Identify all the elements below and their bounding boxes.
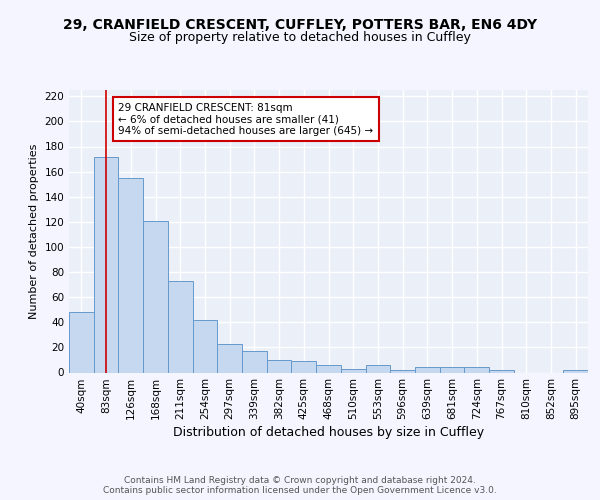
Bar: [365, 365, 390, 372]
Bar: [563, 370, 588, 372]
Text: Contains HM Land Registry data © Crown copyright and database right 2024.
Contai: Contains HM Land Registry data © Crown c…: [103, 476, 497, 495]
Text: Size of property relative to detached houses in Cuffley: Size of property relative to detached ho…: [129, 31, 471, 44]
Bar: [94, 156, 118, 372]
Bar: [193, 320, 217, 372]
Bar: [118, 178, 143, 372]
Bar: [242, 351, 267, 372]
Bar: [168, 281, 193, 372]
Bar: [217, 344, 242, 372]
Bar: [440, 368, 464, 372]
Bar: [464, 368, 489, 372]
Bar: [143, 220, 168, 372]
Bar: [390, 370, 415, 372]
Bar: [341, 368, 365, 372]
Text: 29 CRANFIELD CRESCENT: 81sqm
← 6% of detached houses are smaller (41)
94% of sem: 29 CRANFIELD CRESCENT: 81sqm ← 6% of det…: [118, 102, 374, 136]
Bar: [267, 360, 292, 372]
Text: 29, CRANFIELD CRESCENT, CUFFLEY, POTTERS BAR, EN6 4DY: 29, CRANFIELD CRESCENT, CUFFLEY, POTTERS…: [63, 18, 537, 32]
Y-axis label: Number of detached properties: Number of detached properties: [29, 144, 39, 319]
Text: Distribution of detached houses by size in Cuffley: Distribution of detached houses by size …: [173, 426, 484, 439]
Bar: [415, 368, 440, 372]
Bar: [316, 365, 341, 372]
Bar: [69, 312, 94, 372]
Bar: [489, 370, 514, 372]
Bar: [292, 361, 316, 372]
